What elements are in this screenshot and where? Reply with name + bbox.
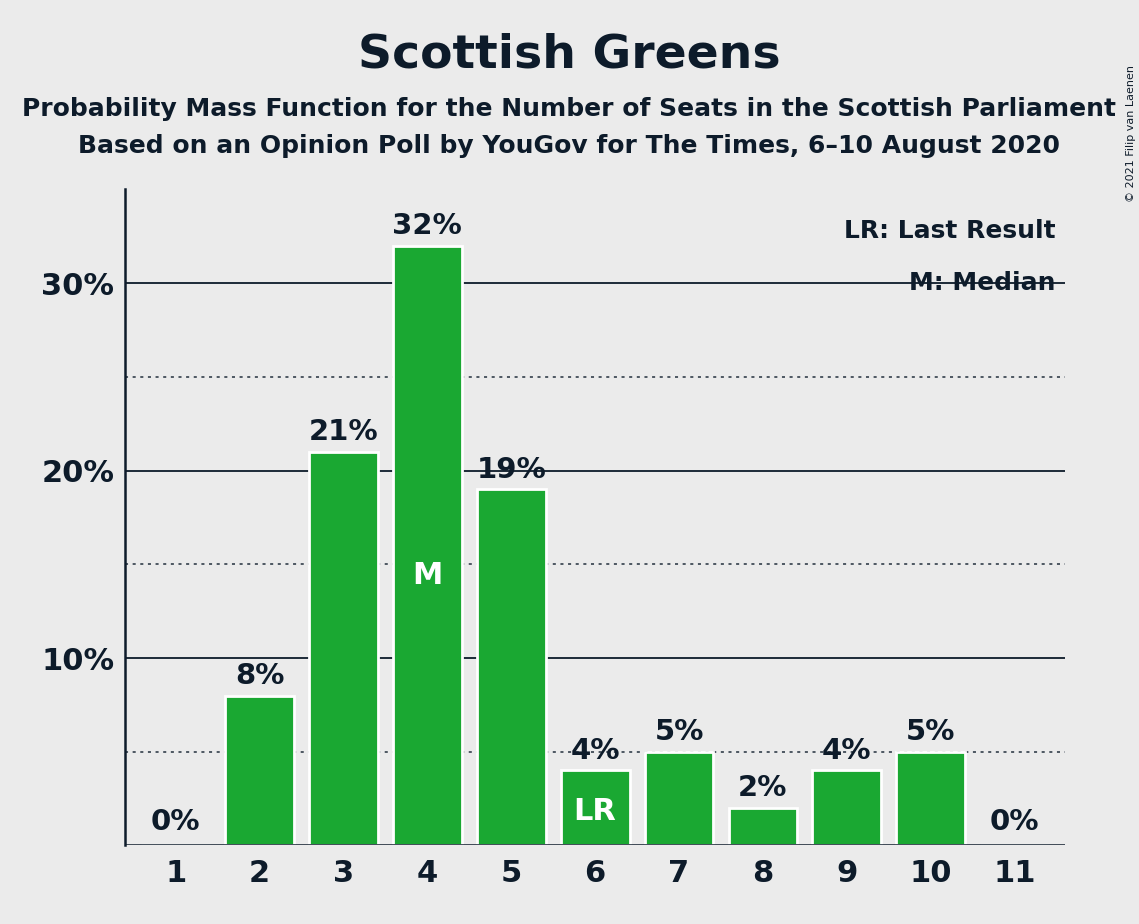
Text: 8%: 8% <box>235 662 285 690</box>
Bar <box>645 752 713 845</box>
Bar <box>560 771 630 845</box>
Text: 0%: 0% <box>150 808 200 836</box>
Text: M: Median: M: Median <box>909 272 1056 296</box>
Text: 2%: 2% <box>738 774 787 802</box>
Bar <box>812 771 882 845</box>
Text: 4%: 4% <box>822 736 871 765</box>
Text: 4%: 4% <box>571 736 620 765</box>
Bar <box>393 246 461 845</box>
Text: M: M <box>412 561 443 590</box>
Text: 5%: 5% <box>654 718 704 746</box>
Text: LR: LR <box>574 797 616 826</box>
Bar <box>226 696 294 845</box>
Text: 21%: 21% <box>309 419 378 446</box>
Text: LR: Last Result: LR: Last Result <box>844 219 1056 243</box>
Text: © 2021 Filip van Laenen: © 2021 Filip van Laenen <box>1126 65 1136 201</box>
Text: Probability Mass Function for the Number of Seats in the Scottish Parliament: Probability Mass Function for the Number… <box>23 97 1116 121</box>
Text: 5%: 5% <box>906 718 956 746</box>
Text: 19%: 19% <box>476 456 546 483</box>
Text: Based on an Opinion Poll by YouGov for The Times, 6–10 August 2020: Based on an Opinion Poll by YouGov for T… <box>79 134 1060 158</box>
Text: 32%: 32% <box>393 212 462 240</box>
Bar <box>729 808 797 845</box>
Text: Scottish Greens: Scottish Greens <box>358 32 781 78</box>
Bar <box>896 752 965 845</box>
Text: 0%: 0% <box>990 808 1040 836</box>
Bar <box>309 452 378 845</box>
Bar <box>477 490 546 845</box>
